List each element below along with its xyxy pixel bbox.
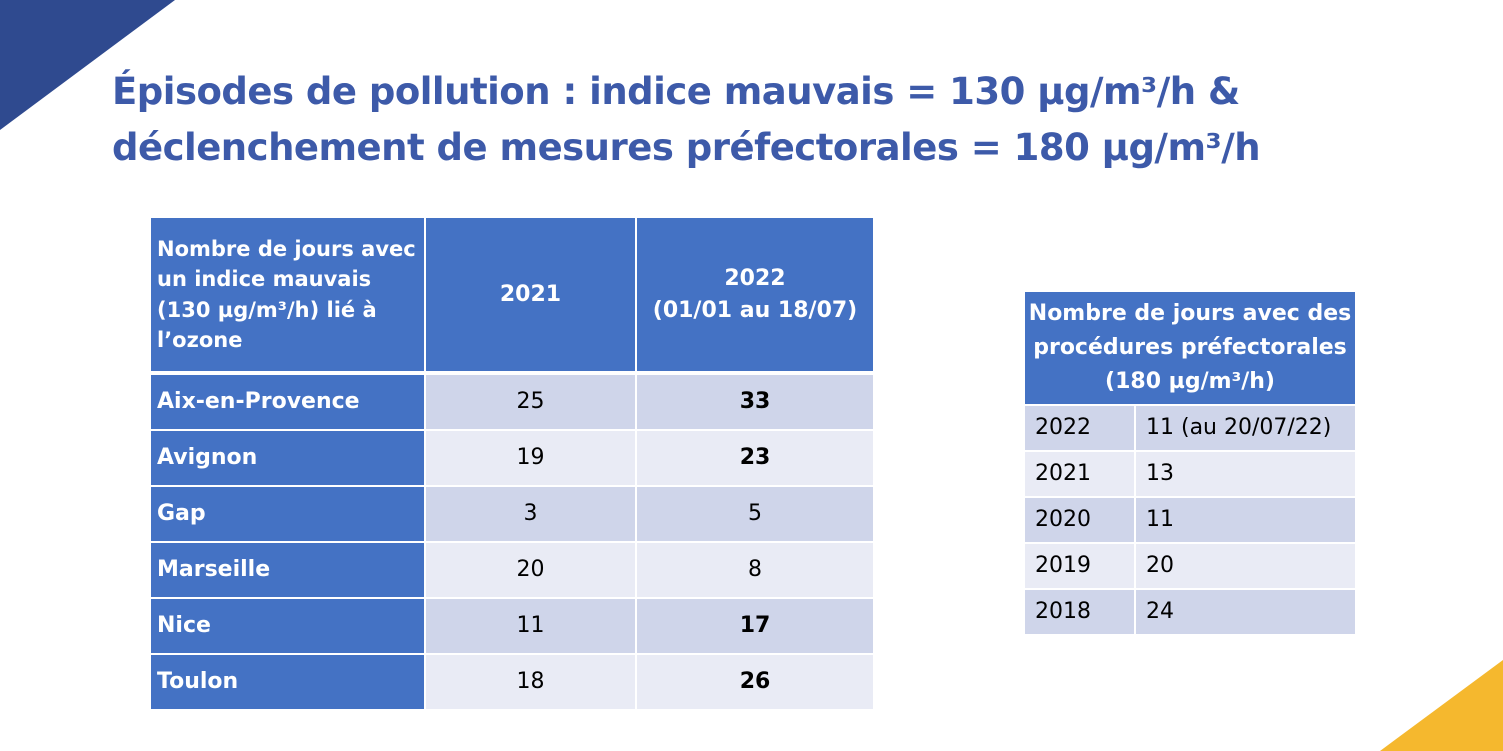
cell-text: l’ozone [157,327,243,352]
cell-text: 2018 [1035,599,1091,625]
cell-text: Gap [157,501,206,527]
cell-text: Avignon [157,445,258,471]
row-header: Aix-en-Provence [151,375,424,429]
cell-text: 8 [748,557,762,583]
table-cell: 25 [426,375,635,429]
table-cell: 2018 [1025,590,1134,634]
cell-text: (180 µg/m³/h) [1105,369,1275,395]
cell-text: 11 [1146,507,1174,533]
table-cell: 23 [637,431,873,485]
cell-text: 13 [1146,461,1174,487]
header-cell: Nombre de jours avec un indice mauvais (13… [151,218,424,371]
table-cell: 2021 [1025,452,1134,496]
cell-text: un indice mauvais [157,267,372,292]
table-cell: 26 [637,655,873,709]
cell-text: Toulon [157,669,239,695]
table-cell: 17 [637,599,873,653]
cell-text: 25 [516,389,545,415]
title-line: déclenchement de mesures préfectorales =… [112,126,1261,169]
corner-triangle [0,0,175,130]
cell-text: Nombre de jours avec [157,236,416,261]
table-cell: 2020 [1025,498,1134,542]
cell-text: 2022 [724,265,786,291]
cell-text: Aix-en-Provence [157,389,360,415]
cell-text: 2020 [1035,507,1091,533]
table-cell: 33 [637,375,873,429]
cell-text: (01/01 au 18/07) [652,297,858,323]
cell-text: 26 [739,669,771,695]
row-header: Gap [151,487,424,541]
table-cell: 20 [1136,544,1355,588]
cell-text: 19 [516,445,545,471]
table-cell: 13 [1136,452,1355,496]
cell-text: 2019 [1035,553,1091,579]
cell-text: 23 [739,445,771,471]
row-header: Marseille [151,543,424,597]
cell-text: 33 [739,389,771,415]
table-cell: 19 [426,431,635,485]
cell-text: Nice [157,613,211,639]
table-cell: 20 [426,543,635,597]
table-cell: 11 (au 20/07/22) [1136,406,1355,450]
corner-triangle [1380,660,1503,751]
cell-text: 2021 [499,281,562,307]
cell-text: (130 µg/m³/h) lié à [157,297,377,322]
table-cell: 8 [637,543,873,597]
row-header: Nice [151,599,424,653]
row-header: Toulon [151,655,424,709]
table-cell: 2019 [1025,544,1134,588]
header-cell: Nombre de jours avec des procédures préfe… [1025,292,1355,404]
header-cell: 2022 (01/01 au 18/07) [637,218,873,371]
header-cell: 2021 [426,218,635,371]
cell-text: Nombre de jours avec des [1028,300,1352,326]
cell-text: 11 [516,613,545,639]
cell-text: 17 [739,613,771,639]
table-cell: 3 [426,487,635,541]
table-cell: 24 [1136,590,1355,634]
table-cell: 11 [1136,498,1355,542]
cell-text: 18 [516,669,545,695]
cell-text: 5 [748,501,762,527]
table-cell: 11 [426,599,635,653]
table-cell: 2022 [1025,406,1134,450]
cell-text: procédures préfectorales [1033,334,1347,360]
cell-text: 20 [1146,553,1174,579]
cell-text: 3 [523,501,538,527]
table-cell: 5 [637,487,873,541]
title-line: Épisodes de pollution : indice mauvais =… [112,70,1240,113]
cell-text: Marseille [157,557,271,583]
cell-text: 20 [516,557,545,583]
row-header: Avignon [151,431,424,485]
cell-text: 2022 [1035,415,1091,441]
cell-text: 11 (au 20/07/22) [1146,415,1332,441]
cell-text: 2021 [1035,461,1091,487]
table-cell: 18 [426,655,635,709]
cell-text: 24 [1146,599,1174,625]
